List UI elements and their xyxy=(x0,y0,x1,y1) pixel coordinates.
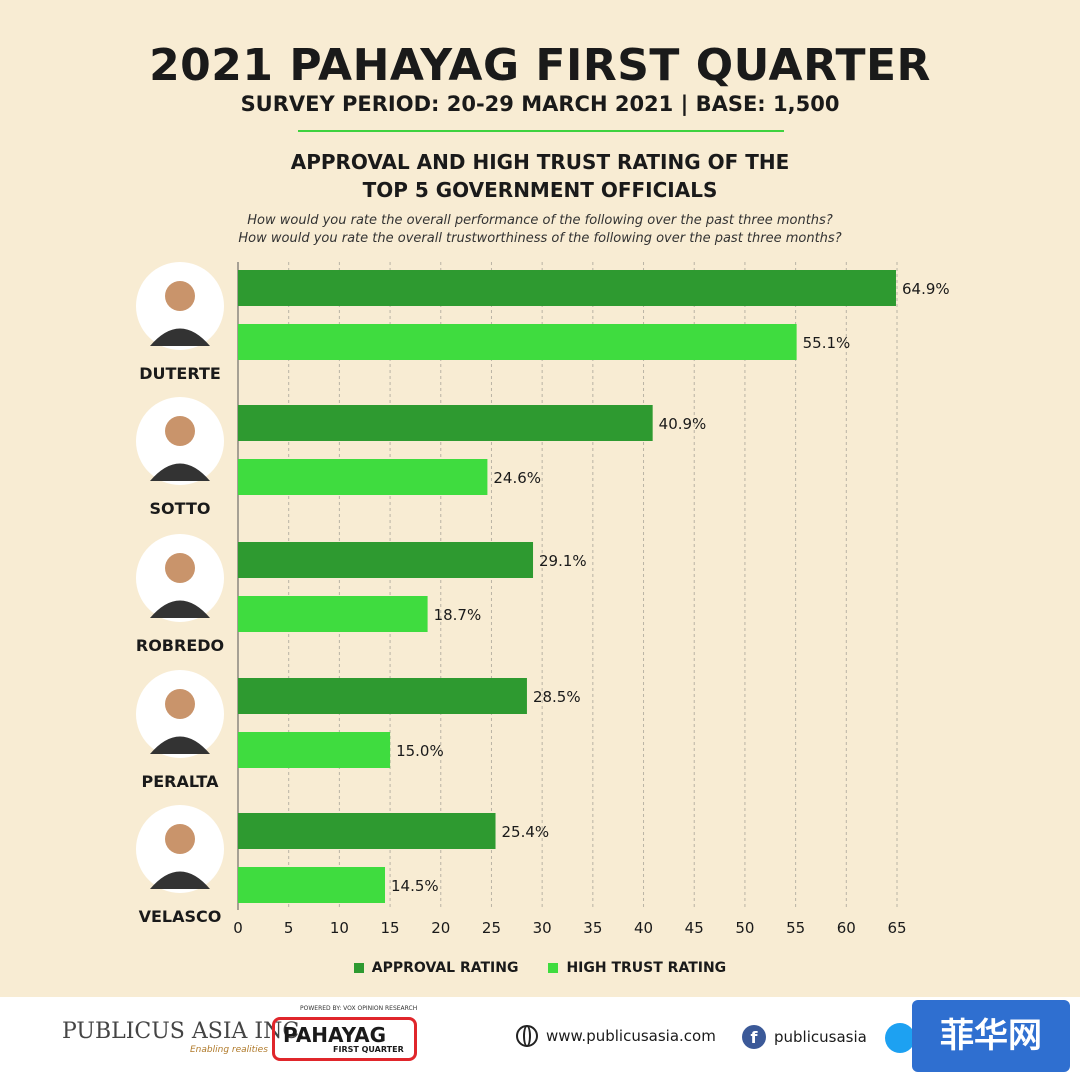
chart-title: APPROVAL AND HIGH TRUST RATING OF THE TO… xyxy=(0,148,1080,204)
avatar-body-sotto xyxy=(150,463,210,481)
bar-trust-peralta xyxy=(238,732,391,768)
data-label-approval-peralta: 28.5% xyxy=(533,688,581,706)
legend-trust-label: HIGH TRUST RATING xyxy=(566,960,727,976)
legend-approval-label: APPROVAL RATING xyxy=(371,960,519,976)
bar-trust-velasco xyxy=(238,867,386,903)
data-label-approval-robredo: 29.1% xyxy=(539,552,587,570)
pahayag-logo-word: PAHAYAG xyxy=(283,1023,387,1047)
x-tick-label: 45 xyxy=(685,919,704,937)
avatar-face-robredo xyxy=(165,553,195,583)
data-label-trust-robredo: 18.7% xyxy=(434,606,482,624)
legend-approval: APPROVAL RATING xyxy=(353,960,519,976)
avatar-body-velasco xyxy=(150,871,210,889)
bar-approval-robredo xyxy=(238,542,534,578)
bar-approval-duterte xyxy=(238,270,896,306)
pahayag-powered-by: POWERED BY: VOX OPINION RESEARCH xyxy=(300,1005,418,1012)
bar-trust-robredo xyxy=(238,596,428,632)
title-divider xyxy=(298,130,784,132)
data-label-trust-peralta: 15.0% xyxy=(396,742,444,760)
legend-approval-swatch xyxy=(353,963,364,973)
bar-approval-velasco xyxy=(238,813,496,849)
pahayag-logo[interactable]: PAHAYAG FIRST QUARTER xyxy=(272,1017,417,1061)
x-tick-label: 35 xyxy=(583,919,602,937)
legend: APPROVAL RATING HIGH TRUST RATING xyxy=(0,960,1080,976)
avatar-face-velasco xyxy=(165,824,195,854)
x-tick-label: 10 xyxy=(330,919,349,937)
x-tick-label: 30 xyxy=(533,919,552,937)
x-tick-label: 5 xyxy=(284,919,294,937)
category-label-robredo: ROBREDO xyxy=(136,636,224,655)
bar-trust-sotto xyxy=(238,459,488,495)
globe-icon xyxy=(516,1025,538,1047)
watermark: 菲华网 xyxy=(912,1000,1070,1072)
avatar-body-peralta xyxy=(150,736,210,754)
avatar-body-robredo xyxy=(150,600,210,618)
category-label-velasco: VELASCO xyxy=(139,907,222,926)
x-tick-label: 60 xyxy=(837,919,856,937)
chart-title-line2: TOP 5 GOVERNMENT OFFICIALS xyxy=(362,178,718,202)
data-label-trust-velasco: 14.5% xyxy=(391,877,439,895)
category-label-peralta: PERALTA xyxy=(142,772,220,791)
publicus-asia-logo[interactable]: PUBLICUS ASIA INC. xyxy=(62,1019,306,1044)
footer: PUBLICUS ASIA INC. Enabling realities PO… xyxy=(0,997,1080,1080)
category-label-duterte: DUTERTE xyxy=(139,364,221,383)
avatar-face-peralta xyxy=(165,689,195,719)
bar-approval-sotto xyxy=(238,405,653,441)
x-tick-label: 25 xyxy=(482,919,501,937)
chart-title-line1: APPROVAL AND HIGH TRUST RATING OF THE xyxy=(290,150,790,174)
bar-trust-duterte xyxy=(238,324,797,360)
x-tick-label: 65 xyxy=(887,919,906,937)
facebook-icon: f xyxy=(742,1025,766,1049)
legend-trust-swatch xyxy=(548,963,559,973)
survey-period: SURVEY PERIOD: 20-29 MARCH 2021 | BASE: … xyxy=(240,92,840,116)
website-link[interactable]: www.publicusasia.com xyxy=(516,1025,716,1047)
data-label-trust-duterte: 55.1% xyxy=(803,334,851,352)
avatar-body-duterte xyxy=(150,328,210,346)
question-performance: How would you rate the overall performan… xyxy=(247,213,833,228)
facebook-text: publicusasia xyxy=(774,1028,867,1046)
question-trust: How would you rate the overall trustwort… xyxy=(238,231,842,246)
data-label-trust-sotto: 24.6% xyxy=(493,469,541,487)
x-tick-label: 40 xyxy=(634,919,653,937)
twitter-icon[interactable] xyxy=(885,1023,915,1053)
pahayag-logo-sub: FIRST QUARTER xyxy=(333,1045,404,1054)
x-tick-label: 15 xyxy=(381,919,400,937)
avatar-face-sotto xyxy=(165,416,195,446)
bar-chart: 0 5 10 15 20 25 30 35 40 45 50 55 60 65 DUTERTE 64.9% 55… xyxy=(136,262,950,937)
x-tick-label: 50 xyxy=(735,919,754,937)
page-title: 2021 PAHAYAG FIRST QUARTER xyxy=(149,40,931,91)
data-label-approval-velasco: 25.4% xyxy=(502,823,550,841)
category-label-sotto: SOTTO xyxy=(150,499,211,518)
bar-approval-peralta xyxy=(238,678,527,714)
website-text: www.publicusasia.com xyxy=(546,1027,716,1045)
x-tick-label: 20 xyxy=(431,919,450,937)
legend-trust: HIGH TRUST RATING xyxy=(548,960,726,976)
facebook-link[interactable]: f publicusasia xyxy=(742,1025,867,1049)
data-label-approval-duterte: 64.9% xyxy=(902,280,950,298)
data-label-approval-sotto: 40.9% xyxy=(659,415,707,433)
publicus-tagline: Enabling realities xyxy=(190,1045,268,1055)
x-tick-label: 55 xyxy=(786,919,805,937)
avatar-face-duterte xyxy=(165,281,195,311)
x-tick-label: 0 xyxy=(233,919,243,937)
